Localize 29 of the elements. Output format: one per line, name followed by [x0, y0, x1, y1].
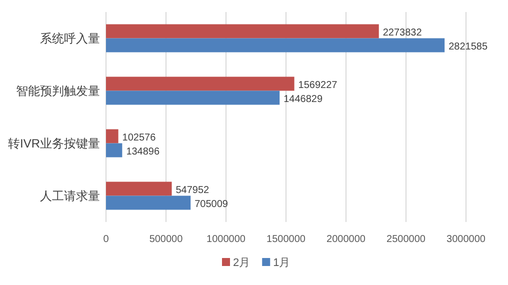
x-tick-label: 3000000 — [446, 234, 486, 245]
x-tick-label: 1500000 — [266, 234, 306, 245]
x-tick-label: 500000 — [149, 234, 184, 245]
bar — [106, 143, 122, 158]
data-label: 134896 — [126, 146, 160, 158]
x-tick-label: 2000000 — [326, 234, 366, 245]
data-label: 102576 — [122, 132, 156, 144]
data-label: 2821585 — [448, 41, 488, 52]
bar — [106, 90, 280, 105]
y-tick-label: 人工请求量 — [40, 188, 100, 203]
bar — [106, 38, 445, 52]
x-tick-label: 2500000 — [386, 234, 426, 245]
bar — [106, 76, 294, 91]
y-tick-label: 转IVR业务按键量 — [8, 136, 100, 150]
x-tick-label: 1000000 — [206, 234, 246, 245]
data-label: 547952 — [176, 184, 210, 196]
bar — [106, 129, 118, 144]
data-label: 1569227 — [298, 80, 338, 91]
legend-label: 1月 — [273, 257, 290, 269]
legend-label: 2月 — [233, 257, 250, 269]
bar — [106, 24, 379, 38]
data-label: 1446829 — [284, 94, 323, 105]
data-label: 2273832 — [382, 27, 422, 38]
y-tick-label: 智能预判触发量 — [16, 84, 100, 98]
data-label: 705009 — [194, 198, 228, 210]
bar — [106, 196, 191, 210]
bar — [106, 182, 172, 196]
x-tick-label: 0 — [103, 234, 110, 245]
y-tick-label: 系统呼入量 — [40, 31, 100, 46]
